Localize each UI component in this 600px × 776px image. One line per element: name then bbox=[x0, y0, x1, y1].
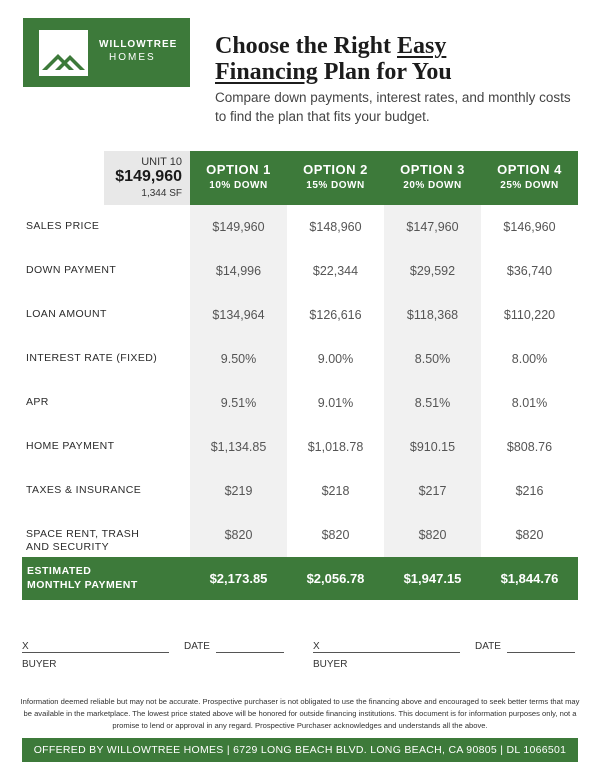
table-cell: $110,220 bbox=[503, 308, 556, 322]
row-label-interest-rate: INTEREST RATE (FIXED) bbox=[26, 352, 158, 364]
total-label: ESTIMATED MONTHLY PAYMENT bbox=[27, 565, 138, 591]
table-cell: $36,740 bbox=[506, 264, 553, 278]
table-cell: $29,592 bbox=[409, 264, 456, 278]
page-title: Choose the Right Easy Financing Plan for … bbox=[215, 33, 585, 85]
table-cell: 8.50% bbox=[414, 352, 451, 366]
table-cell: $146,960 bbox=[503, 220, 556, 234]
unit-label: UNIT 10 bbox=[141, 156, 182, 168]
table-cell: 8.00% bbox=[511, 352, 548, 366]
row-label-apr: APR bbox=[26, 396, 49, 408]
table-cell: 9.51% bbox=[220, 396, 257, 410]
table-cell: $219 bbox=[224, 484, 253, 498]
house-roof-icon bbox=[39, 30, 88, 76]
row-label-space-rent: SPACE RENT, TRASH AND SECURITY bbox=[26, 528, 140, 553]
option-title: OPTION 3 bbox=[400, 162, 465, 177]
unit-price: $149,960 bbox=[115, 168, 182, 185]
table-cell: $808.76 bbox=[506, 440, 553, 454]
table-cell: $118,368 bbox=[406, 308, 459, 322]
row-label-loan-amount: LOAN AMOUNT bbox=[26, 308, 107, 320]
table-cell: 8.01% bbox=[511, 396, 548, 410]
table-cell: $22,344 bbox=[312, 264, 359, 278]
date-label: DATE bbox=[475, 641, 501, 652]
column-shade bbox=[190, 205, 287, 557]
option-header: OPTION 1 10% DOWN bbox=[190, 151, 287, 205]
option-header: OPTION 2 15% DOWN bbox=[287, 151, 384, 205]
buyer-signature-line[interactable] bbox=[313, 652, 460, 653]
signature-x-mark: X bbox=[313, 641, 320, 652]
total-cell: $1,844.76 bbox=[500, 571, 559, 586]
table-cell: $820 bbox=[515, 528, 544, 542]
option-header: OPTION 4 25% DOWN bbox=[481, 151, 578, 205]
table-cell: $217 bbox=[418, 484, 447, 498]
logo: WILLOWTREE HOMES bbox=[23, 18, 190, 87]
date-label: DATE bbox=[184, 641, 210, 652]
table-cell: $218 bbox=[321, 484, 350, 498]
table-cell: $126,616 bbox=[309, 308, 362, 322]
option-down: 10% DOWN bbox=[209, 180, 268, 191]
option-title: OPTION 1 bbox=[206, 162, 271, 177]
row-label-home-payment: HOME PAYMENT bbox=[26, 440, 115, 452]
column-shade bbox=[384, 205, 481, 557]
table-cell: 9.01% bbox=[317, 396, 354, 410]
table-cell: $1,018.78 bbox=[307, 440, 364, 454]
table-cell: $147,960 bbox=[406, 220, 459, 234]
buyer-signature-line[interactable] bbox=[22, 652, 169, 653]
table-cell: $820 bbox=[224, 528, 253, 542]
option-down: 15% DOWN bbox=[306, 180, 365, 191]
title-part: Choose the Right bbox=[215, 33, 398, 59]
table-cell: $216 bbox=[515, 484, 544, 498]
estimated-monthly-payment-row: ESTIMATED MONTHLY PAYMENT $2,173.85 $2,05… bbox=[22, 557, 578, 600]
unit-sqft: 1,344 SF bbox=[141, 188, 182, 199]
date-line[interactable] bbox=[507, 652, 575, 653]
row-label-taxes-insurance: TAXES & INSURANCE bbox=[26, 484, 142, 496]
table-cell: $134,964 bbox=[212, 308, 265, 322]
table-cell: $149,960 bbox=[212, 220, 265, 234]
footer-bar: OFFERED BY WILLOWTREE HOMES | 6729 LONG … bbox=[22, 738, 578, 762]
brand-name: WILLOWTREE bbox=[99, 39, 178, 50]
disclaimer: Information deemed reliable but may not … bbox=[20, 697, 580, 730]
options-header: OPTION 1 10% DOWN OPTION 2 15% DOWN OPTI… bbox=[190, 151, 578, 205]
buyer-label: BUYER bbox=[22, 659, 57, 670]
option-header: OPTION 3 20% DOWN bbox=[384, 151, 481, 205]
page-subtitle: Compare down payments, interest rates, a… bbox=[215, 90, 571, 124]
option-down: 20% DOWN bbox=[403, 180, 462, 191]
title-part: Plan for You bbox=[317, 59, 452, 85]
total-cell: $2,173.85 bbox=[209, 571, 268, 586]
row-label-sales-price: SALES PRICE bbox=[26, 220, 100, 232]
table-cell: $820 bbox=[321, 528, 350, 542]
table-cell: $820 bbox=[418, 528, 447, 542]
title-emphasis-financing: Financing bbox=[215, 59, 318, 85]
option-title: OPTION 4 bbox=[497, 162, 562, 177]
table-cell: $910.15 bbox=[409, 440, 456, 454]
buyer-label: BUYER bbox=[313, 659, 348, 670]
total-cell: $2,056.78 bbox=[306, 571, 365, 586]
table-cell: $14,996 bbox=[215, 264, 262, 278]
brand-sub: HOMES bbox=[109, 52, 156, 63]
table-cell: 9.00% bbox=[317, 352, 354, 366]
title-emphasis-easy: Easy bbox=[397, 33, 447, 59]
date-line[interactable] bbox=[216, 652, 284, 653]
table-cell: $1,134.85 bbox=[210, 440, 267, 454]
table-cell: 8.51% bbox=[414, 396, 451, 410]
option-down: 25% DOWN bbox=[500, 180, 559, 191]
signature-x-mark: X bbox=[22, 641, 29, 652]
total-cell: $1,947.15 bbox=[403, 571, 462, 586]
table-cell: 9.50% bbox=[220, 352, 257, 366]
table-cell: $148,960 bbox=[309, 220, 362, 234]
row-label-down-payment: DOWN PAYMENT bbox=[26, 264, 117, 276]
option-title: OPTION 2 bbox=[303, 162, 368, 177]
unit-summary: UNIT 10 $149,960 1,344 SF bbox=[104, 151, 190, 205]
